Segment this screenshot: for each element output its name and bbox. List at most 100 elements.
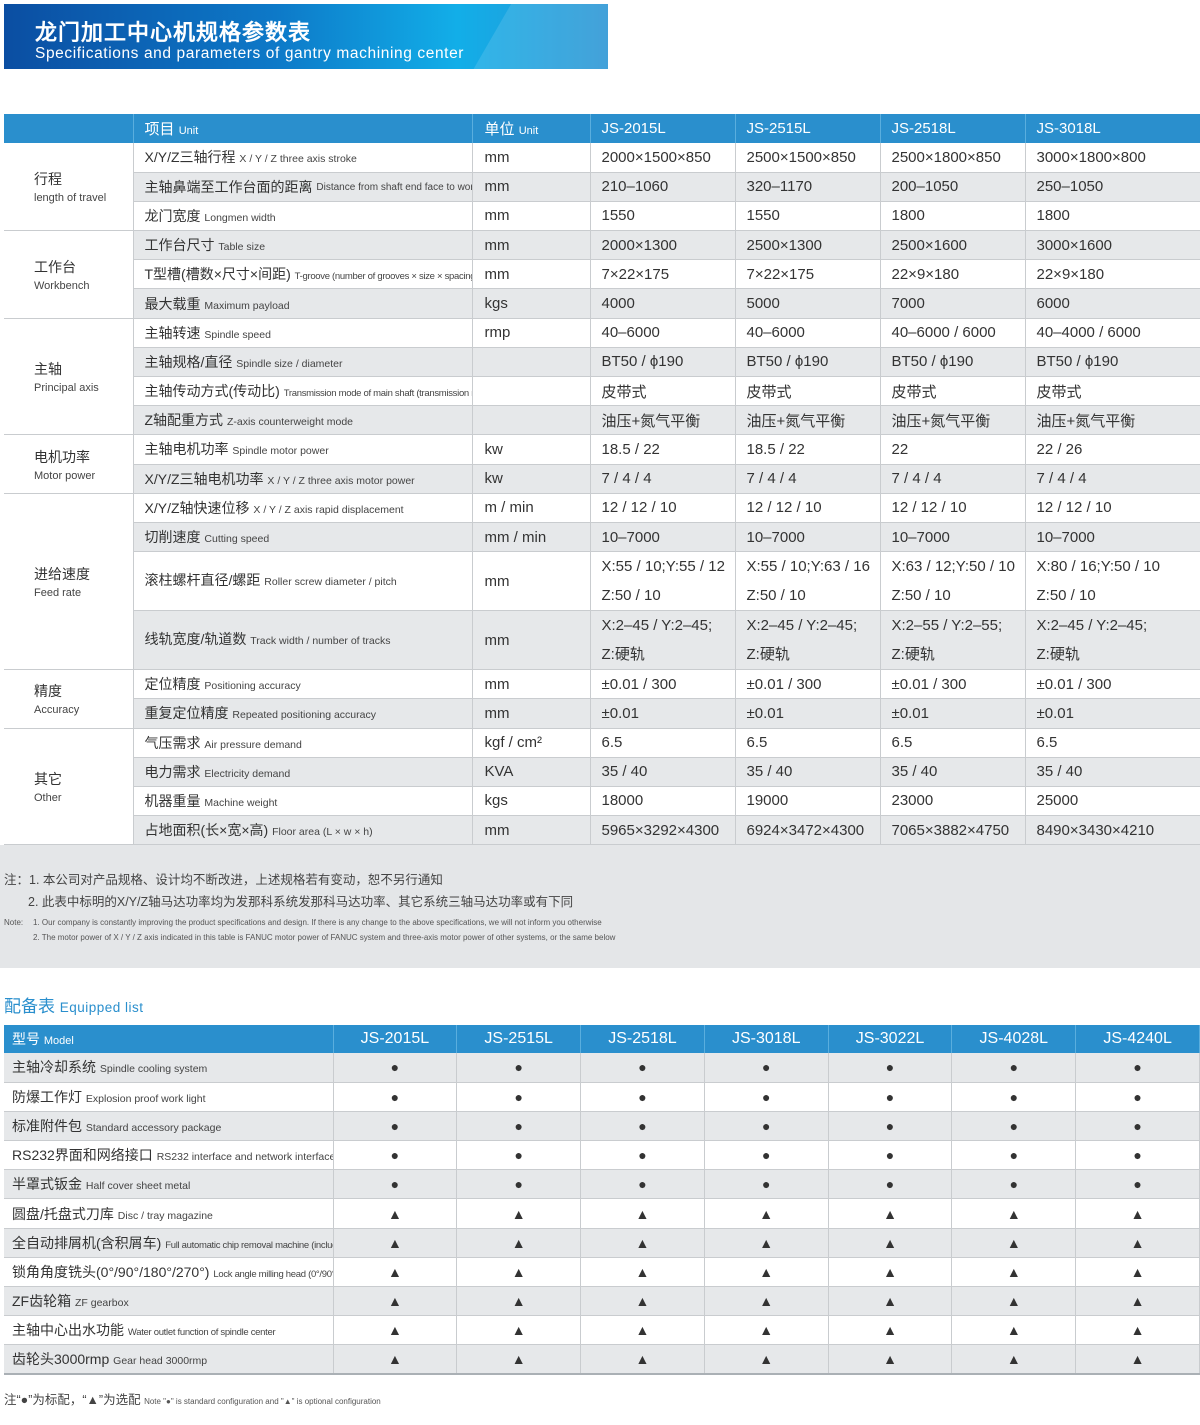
item-zh: 重复定位精度 [144,705,229,722]
optional-mark-icon: ▲ [580,1257,705,1288]
note-text: 1. 本公司对产品规格、设计均不断改进，上述规格若有变动，恕不另行通知 [29,873,443,887]
optional-mark-icon: ▲ [333,1257,458,1288]
unit-cell: mm / min [472,522,591,553]
item-en: Positioning accuracy [204,680,301,693]
value-cell: 7 / 4 / 4 [590,464,736,494]
unit-cell: mm [472,201,591,232]
spec-table: 项目 Unit 单位 Unit JS-2015L JS-2515L JS-251… [4,114,1200,846]
spec-row: T型槽(槽数×尺寸×间距) T-groove (number of groove… [4,259,1200,290]
spec-row: 主轴传动方式(传动比) Transmission mode of main sh… [4,376,1200,407]
unit-cell [472,405,591,436]
value-line: X:2–45 / Y:2–45; [1036,617,1148,635]
group-label: 精度 Accuracy [4,669,134,729]
unit-cell: mm [472,815,591,846]
item-zh: 机器重量 [144,792,201,809]
item-en: X / Y / Z axis rapid displacement [253,503,404,516]
standard-mark-icon: ● [456,1111,582,1142]
note-text: 2. 此表中标明的X/Y/Z轴马达功率均为发那科系统发那科马达功率、其它系统三轴… [28,895,574,909]
optional-mark-icon: ▲ [580,1315,705,1346]
value-line: Z:硬轨 [601,646,645,664]
unit-cell: mm [472,669,591,700]
feature-label: 圆盘/托盘式刀库 Disc / tray magazine [4,1198,334,1229]
page-title: 龙门加工中心机规格参数表 [35,20,312,45]
spec-row: 最大载重 Maximum payload kgs 4000 5000 7000 6000 [4,288,1200,319]
value-cell: 18000 [590,786,736,817]
value-cell: 10–7000 [880,522,1026,553]
value-line: Z:50 / 10 [1036,587,1096,605]
feature-zh: 防爆工作灯 [12,1088,82,1105]
item-cell: 机器重量 Machine weight [133,786,473,817]
optional-mark-icon: ▲ [456,1257,582,1288]
item-en: X / Y / Z three axis stroke [239,153,357,166]
note-en-1: Note: 1. Our company is constantly improv… [4,918,602,927]
spec-row: 龙门宽度 Longmen width mm 1550 1550 1800 1800 [4,201,1200,232]
feature-zh: ZF齿轮箱 [12,1293,72,1310]
optional-mark-icon: ▲ [704,1315,829,1346]
value-cell: 10–7000 [1025,522,1200,553]
title-banner: 龙门加工中心机规格参数表 Specifications and paramete… [4,4,608,69]
value-cell: 35 / 40 [1025,757,1200,787]
standard-mark-icon: ● [951,1140,1077,1171]
group-label: 工作台 Workbench [4,230,134,319]
model-header: JS-2518L [880,114,1026,143]
value-cell: 35 / 40 [735,757,881,787]
value-cell: 6924×3472×4300 [735,815,881,846]
equipped-table: 型号 Model JS-2015L JS-2515L JS-2518L JS-3018… [4,1025,1200,1376]
item-cell: 主轴规格/直径 Spindle size / diameter [133,347,473,378]
item-zh: 电力需求 [144,763,201,780]
spec-row: 进给速度 Feed rate X/Y/Z轴快速位移 X / Y / Z axis r… [4,493,1200,671]
standard-mark-icon: ● [951,1053,1077,1083]
standard-mark-icon: ● [580,1082,705,1112]
model-header: JS-2015L [590,114,736,143]
spec-row: 重复定位精度 Repeated positioning accuracy mm ±0… [4,698,1200,729]
feature-label: 锁角角度铣头(0°/90°/180°/270°) Lock angle mill… [4,1257,334,1288]
equipped-row: 主轴中心出水功能 Water outlet function of spindl… [4,1315,1200,1346]
group-label-zh: 工作台 [34,258,76,275]
item-en: Floor area (L × w × h) [272,826,373,839]
footnote-zh: 注“●”为标配，“▲”为选配 [4,1393,141,1407]
item-cell: 占地面积(长×宽×高) Floor area (L × w × h) [133,815,473,846]
feature-label: 半罩式钣金 Half cover sheet metal [4,1169,334,1200]
optional-mark-icon: ▲ [704,1198,829,1229]
value-cell: 皮带式 [590,376,736,407]
spec-row: 滚柱螺杆直径/螺距 Roller screw diameter / pitch m… [4,551,1200,612]
item-zh: Z轴配重方式 [144,412,224,429]
standard-mark-icon: ● [333,1140,458,1171]
value-line: Z:50 / 10 [601,587,661,605]
value-cell: 1550 [735,201,881,232]
unit-header-en: Unit [518,125,539,137]
item-cell: 主轴鼻端至工作台面的距离 Distance from shaft end fac… [133,172,473,202]
unit-cell: mm [472,143,591,173]
item-zh: X/Y/Z轴快速位移 [144,499,250,516]
value-cell: ±0.01 [1025,698,1200,729]
value-cell: 6.5 [735,728,881,758]
value-line: X:63 / 12;Y:50 / 10 [891,558,1015,576]
item-en: Air pressure demand [204,738,302,751]
model-header: JS-2515L [735,114,881,143]
optional-mark-icon: ▲ [828,1315,953,1346]
note-prefix: 注： [4,873,30,887]
value-cell: BT50 / ϕ190 [735,347,881,378]
standard-mark-icon: ● [951,1082,1077,1112]
value-cell: 6.5 [880,728,1026,758]
item-zh: 最大载重 [144,295,201,312]
value-cell: 22×9×180 [880,259,1026,290]
feature-en: Disc / tray magazine [117,1209,213,1222]
item-header-zh: 项目 [144,121,175,138]
unit-cell: m / min [472,493,591,523]
equipped-title-zh: 配备表 [4,997,55,1016]
item-en: Spindle motor power [232,445,329,458]
unit-cell: rmp [472,318,591,348]
optional-mark-icon: ▲ [1075,1286,1200,1317]
item-cell: 龙门宽度 Longmen width [133,201,473,232]
value-cell: 皮带式 [880,376,1026,407]
group-label-en: length of travel [34,192,107,205]
item-cell: 滚柱螺杆直径/螺距 Roller screw diameter / pitch [133,551,473,612]
group-label-en: Accuracy [34,704,80,717]
value-cell: 12 / 12 / 10 [735,493,881,523]
value-cell: 7 / 4 / 4 [735,464,881,494]
item-cell: 主轴电机功率 Spindle motor power [133,434,473,465]
optional-mark-icon: ▲ [828,1286,953,1317]
spec-row: 主轴 Principal axis 主轴转速 Spindle speed rmp 40–… [4,318,1200,436]
footnote-en: Note "●" is standard configuration and "… [144,1397,381,1406]
